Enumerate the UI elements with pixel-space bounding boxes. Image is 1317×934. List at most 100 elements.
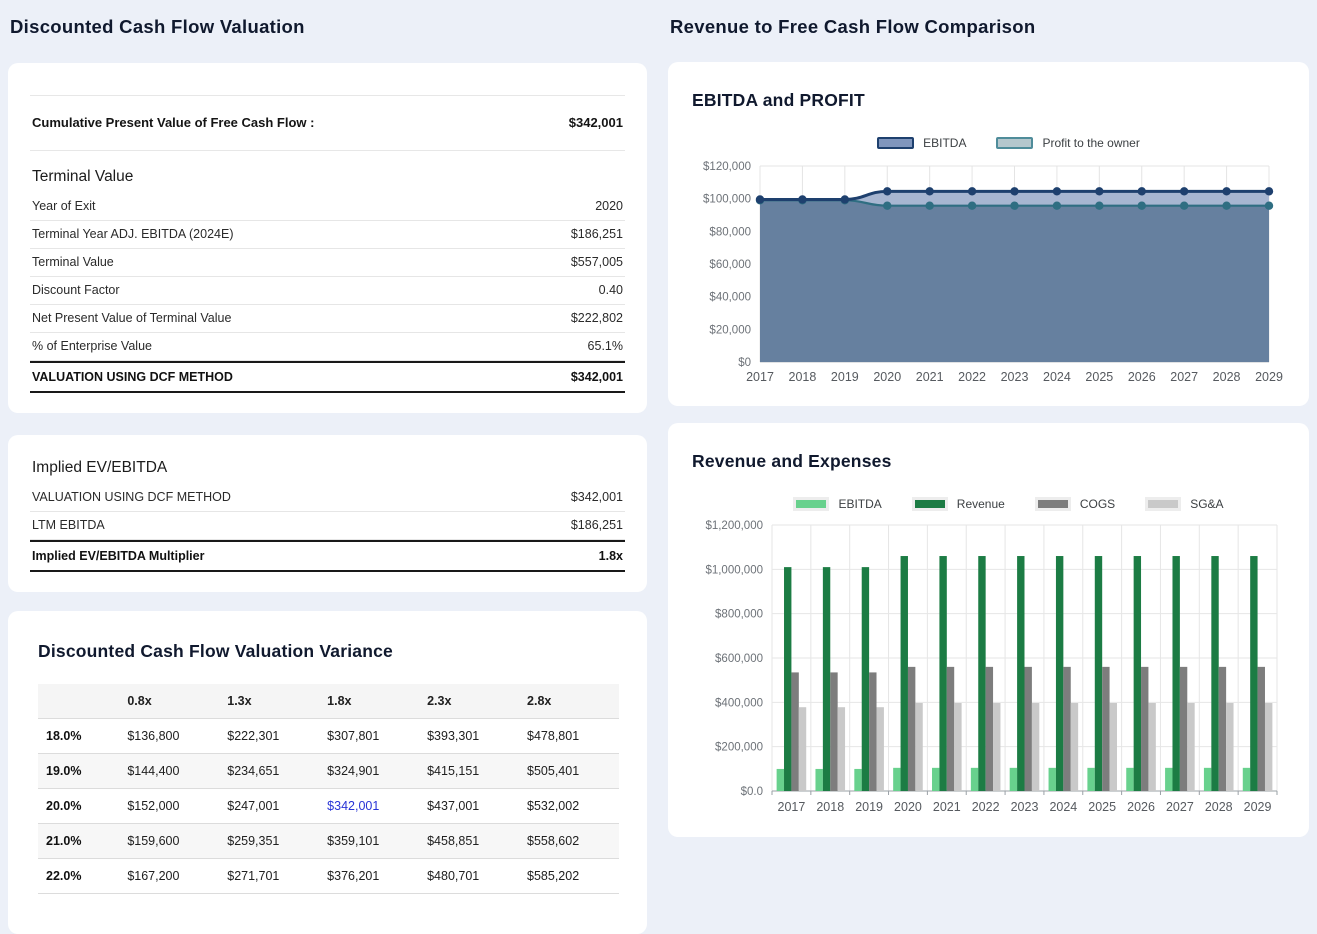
- x-axis-tick-label: 2025: [1088, 800, 1116, 814]
- data-point-marker: [1138, 187, 1146, 195]
- variance-row-label: 19.0%: [38, 754, 119, 789]
- x-axis-tick-label: 2021: [916, 370, 944, 384]
- legend-label: Profit to the owner: [1042, 136, 1139, 150]
- data-point-marker: [925, 187, 933, 195]
- revenue-expenses-heading: Revenue and Expenses: [692, 451, 1293, 472]
- variance-row: 18.0%$136,800$222,301$307,801$393,301$47…: [38, 719, 619, 754]
- variance-column-header: 2.8x: [519, 684, 619, 719]
- x-axis-tick-label: 2024: [1049, 800, 1077, 814]
- table-total-row: VALUATION USING DCF METHOD$342,001: [30, 361, 625, 393]
- legend-item-ebitda[interactable]: EBITDA: [877, 136, 966, 150]
- page-title-revenue-fcf: Revenue to Free Cash Flow Comparison: [670, 16, 1309, 38]
- legend-item-cogs[interactable]: COGS: [1035, 497, 1115, 511]
- cumulative-pv-label: Cumulative Present Value of Free Cash Fl…: [32, 115, 314, 130]
- bar-revenue: [784, 567, 791, 791]
- data-point-marker: [883, 187, 891, 195]
- bar-sg-a: [1148, 703, 1155, 791]
- legend-label: COGS: [1080, 497, 1115, 511]
- bar-sg-a: [877, 707, 884, 791]
- legend-item-revenue[interactable]: Revenue: [912, 497, 1005, 511]
- dashboard: Discounted Cash Flow Valuation Cumulativ…: [0, 0, 1317, 934]
- bar-sg-a: [1071, 703, 1078, 791]
- legend-item-profit-to-the-owner[interactable]: Profit to the owner: [996, 136, 1139, 150]
- row-value: $186,251: [571, 518, 623, 532]
- data-point-marker: [1095, 187, 1103, 195]
- variance-row-label: 22.0%: [38, 859, 119, 894]
- bar-cogs: [1141, 667, 1148, 791]
- variance-cell: $259,351: [219, 824, 319, 859]
- row-label: % of Enterprise Value: [32, 339, 152, 353]
- x-axis-tick-label: 2019: [831, 370, 859, 384]
- variance-cell: $144,400: [119, 754, 219, 789]
- terminal-value-heading: Terminal Value: [32, 168, 625, 186]
- variance-column-header: 2.3x: [419, 684, 519, 719]
- y-axis-tick-label: $120,000: [703, 161, 751, 173]
- variance-cell-highlighted: $342,001: [319, 789, 419, 824]
- y-axis-tick-label: $400,000: [715, 697, 763, 709]
- legend-label: EBITDA: [838, 497, 881, 511]
- dcf-variance-card: Discounted Cash Flow Valuation Variance …: [8, 611, 647, 934]
- data-point-marker: [968, 187, 976, 195]
- x-axis-tick-label: 2023: [1001, 370, 1029, 384]
- variance-cell: $458,851: [419, 824, 519, 859]
- row-label: Net Present Value of Terminal Value: [32, 311, 231, 325]
- bar-ebitda: [1165, 768, 1172, 791]
- x-axis-tick-label: 2028: [1205, 800, 1233, 814]
- table-row: Discount Factor0.40: [30, 277, 625, 305]
- row-label: Year of Exit: [32, 199, 95, 213]
- variance-row: 19.0%$144,400$234,651$324,901$415,151$50…: [38, 754, 619, 789]
- ebitda-profit-legend: EBITDA Profit to the owner: [724, 136, 1293, 150]
- x-axis-tick-label: 2026: [1127, 800, 1155, 814]
- bar-sg-a: [1265, 703, 1272, 791]
- data-point-marker: [1265, 201, 1273, 209]
- x-axis-tick-label: 2018: [789, 370, 817, 384]
- revenue-fcf-column: Revenue to Free Cash Flow Comparison EBI…: [668, 0, 1309, 934]
- y-axis-tick-label: $100,000: [703, 194, 751, 206]
- bar-ebitda: [1049, 768, 1056, 791]
- x-axis-tick-label: 2017: [746, 370, 774, 384]
- variance-row: 21.0%$159,600$259,351$359,101$458,851$55…: [38, 824, 619, 859]
- bar-sg-a: [915, 703, 922, 791]
- variance-cell: $247,001: [219, 789, 319, 824]
- legend-swatch: [1145, 497, 1181, 511]
- row-label: LTM EBITDA: [32, 518, 105, 532]
- y-axis-tick-label: $200,000: [715, 742, 763, 754]
- variance-table-header: 0.8x1.3x1.8x2.3x2.8x: [38, 684, 619, 719]
- implied-ev-ebitda-card: Implied EV/EBITDA VALUATION USING DCF ME…: [8, 435, 647, 592]
- variance-column-header: 0.8x: [119, 684, 219, 719]
- row-label: Discount Factor: [32, 283, 120, 297]
- row-value: 65.1%: [588, 339, 623, 353]
- legend-item-ebitda[interactable]: EBITDA: [793, 497, 881, 511]
- dcf-summary-card: Cumulative Present Value of Free Cash Fl…: [8, 63, 647, 413]
- bar-revenue: [1056, 556, 1063, 791]
- variance-cell: $480,701: [419, 859, 519, 894]
- variance-cell: $167,200: [119, 859, 219, 894]
- bar-sg-a: [1110, 703, 1117, 791]
- data-point-marker: [1053, 187, 1061, 195]
- legend-item-sg-a[interactable]: SG&A: [1145, 497, 1223, 511]
- row-value: 2020: [595, 199, 623, 213]
- variance-row: 20.0%$152,000$247,001$342,001$437,001$53…: [38, 789, 619, 824]
- y-axis-tick-label: $1,200,000: [705, 520, 763, 532]
- bar-ebitda: [777, 769, 784, 791]
- bar-sg-a: [954, 703, 961, 791]
- bar-cogs: [1219, 667, 1226, 791]
- bar-revenue: [978, 556, 985, 791]
- table-row: Net Present Value of Terminal Value$222,…: [30, 305, 625, 333]
- y-axis-tick-label: $600,000: [715, 653, 763, 665]
- bar-revenue: [1017, 556, 1024, 791]
- variance-cell: $324,901: [319, 754, 419, 789]
- variance-cell: $152,000: [119, 789, 219, 824]
- bar-cogs: [869, 672, 876, 791]
- variance-cell: $359,101: [319, 824, 419, 859]
- data-point-marker: [1095, 201, 1103, 209]
- variance-column-header: 1.3x: [219, 684, 319, 719]
- variance-table: 0.8x1.3x1.8x2.3x2.8x 18.0%$136,800$222,3…: [38, 684, 619, 894]
- variance-cell: $437,001: [419, 789, 519, 824]
- variance-cell: $234,651: [219, 754, 319, 789]
- row-label: Terminal Value: [32, 255, 114, 269]
- variance-cell: $558,602: [519, 824, 619, 859]
- x-axis-tick-label: 2027: [1166, 800, 1194, 814]
- data-point-marker: [1053, 201, 1061, 209]
- legend-swatch: [912, 497, 948, 511]
